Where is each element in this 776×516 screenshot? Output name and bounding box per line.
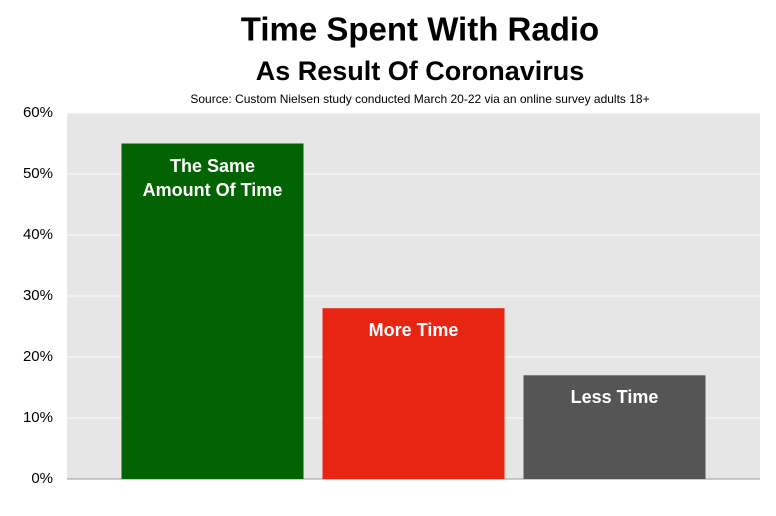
y-tick-label: 50% bbox=[23, 165, 53, 182]
bar-label: Less Time bbox=[570, 387, 659, 408]
chart-source: Source: Custom Nielsen study conducted M… bbox=[190, 92, 649, 106]
y-tick-label: 0% bbox=[31, 470, 53, 487]
y-tick-label: 30% bbox=[23, 287, 53, 304]
y-tick-label: 20% bbox=[23, 348, 53, 365]
y-tick-label: 10% bbox=[23, 409, 53, 426]
y-tick-label: 60% bbox=[23, 104, 53, 121]
y-tick-label: 40% bbox=[23, 226, 53, 243]
bar bbox=[523, 375, 706, 479]
chart-subtitle: As Result Of Coronavirus bbox=[256, 56, 585, 86]
bar bbox=[121, 143, 304, 479]
bar-label: More Time bbox=[368, 320, 459, 341]
chart-title: Time Spent With Radio bbox=[241, 11, 599, 48]
bar-label: The Same Amount Of Time bbox=[142, 155, 283, 200]
bar bbox=[322, 308, 505, 479]
